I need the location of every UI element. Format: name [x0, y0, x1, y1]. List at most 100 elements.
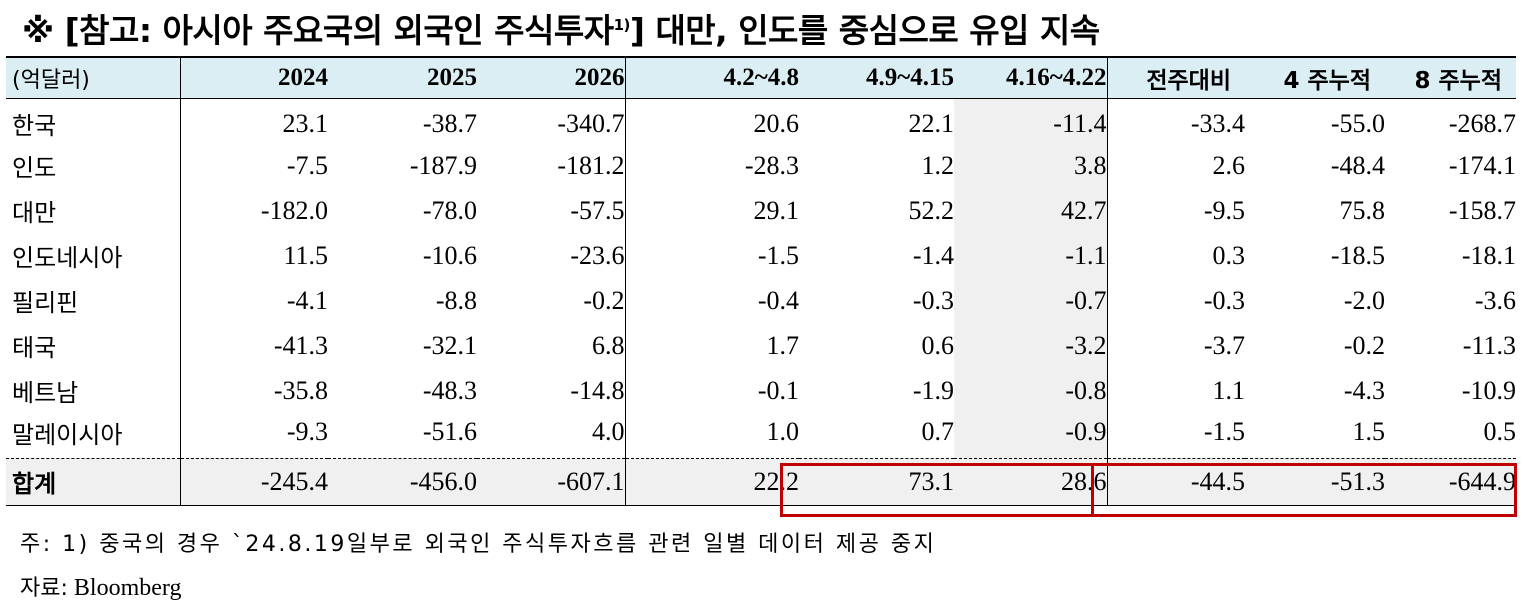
value-cell: 20.6 [753, 108, 800, 138]
table-row: 인도 -7.5 -187.9 -181.2 -28.3 1.2 3.8 2.6 -48.4 -17… [6, 143, 1516, 188]
value-cell: -0.1 [757, 375, 799, 405]
value-cell: 2.6 [1212, 150, 1246, 180]
value-cell: -18.5 [1330, 240, 1385, 270]
value-cell: 22.1 [908, 108, 955, 138]
column-header: 2025 [328, 56, 477, 99]
value-cell: -9.3 [286, 417, 328, 447]
value-cell: -57.5 [477, 188, 626, 233]
value-cell: -28.3 [744, 150, 799, 180]
value-cell: -268.7 [1448, 108, 1516, 138]
column-header: 4.9~4.15 [799, 56, 954, 99]
source-note: 자료: Bloomberg [20, 570, 181, 602]
value-cell: 42.7 [954, 188, 1108, 233]
title-suffix: ] 대만, 인도를 중심으로 유입 지속 [629, 11, 1100, 50]
value-cell: 1.0 [766, 417, 800, 447]
value-cell: -3.7 [1203, 330, 1245, 360]
column-header: 2026 [477, 56, 626, 99]
value-cell: -48.3 [422, 375, 477, 405]
value-cell: -18.1 [1461, 240, 1516, 270]
value-cell: -181.2 [477, 143, 626, 188]
value-cell: 73.1 [799, 457, 954, 506]
country-name: 베트남 [6, 368, 181, 413]
title-footnote-mark: 1) [613, 16, 631, 34]
country-name: 인도네시아 [6, 233, 181, 278]
value-cell: 1.7 [766, 330, 800, 360]
value-cell: -644.9 [1385, 457, 1516, 506]
value-cell: -35.8 [273, 375, 328, 405]
value-cell: -10.9 [1461, 375, 1516, 405]
total-row: 합계 -245.4 -456.0 -607.1 22.2 73.1 28.6 -44.5 -51… [6, 457, 1516, 506]
column-header: 8 주누적 [1385, 56, 1516, 99]
value-cell: 0.5 [1483, 417, 1517, 447]
value-cell: 0.3 [1212, 240, 1246, 270]
value-cell: -10.6 [422, 240, 477, 270]
country-name: 필리핀 [6, 278, 181, 323]
value-cell: -607.1 [477, 457, 626, 506]
value-cell: -1.4 [912, 240, 954, 270]
header-row: (억달러) 2024 2025 2026 4.2~4.8 4.9~4.15 4.… [6, 56, 1516, 99]
value-cell: -51.6 [422, 417, 477, 447]
value-cell: -245.4 [180, 457, 328, 506]
table-row: 한국 23.1 -38.7 -340.7 20.6 22.1 -11.4 -33.4 -55.0… [6, 98, 1516, 143]
value-cell: -9.5 [1203, 195, 1245, 225]
unit-label: (억달러) [6, 56, 181, 99]
value-cell: -78.0 [422, 195, 477, 225]
value-cell: 28.6 [954, 457, 1108, 506]
country-name: 태국 [6, 323, 181, 368]
table-row: 베트남 -35.8 -48.3 -14.8 -0.1 -1.9 -0.8 1.1 -4.3 -10… [6, 368, 1516, 413]
value-cell: -23.6 [477, 233, 626, 278]
value-cell: -1.5 [1203, 417, 1245, 447]
table-row: 대만 -182.0 -78.0 -57.5 29.1 52.2 42.7 -9.5 75.8 -1… [6, 188, 1516, 233]
value-cell: 22.2 [625, 457, 799, 506]
value-cell: -7.5 [286, 150, 328, 180]
column-header: 4.16~4.22 [954, 56, 1108, 99]
footnote: 주: 1) 중국의 경우 `24.8.19일부로 외국인 주식투자흐름 관련 일… [20, 532, 937, 557]
value-cell: 3.8 [954, 143, 1108, 188]
value-cell: 75.8 [1339, 195, 1386, 225]
country-name: 말레이시아 [6, 413, 181, 458]
value-cell: -33.4 [1190, 108, 1245, 138]
column-header: 4 주누적 [1245, 56, 1385, 99]
foreign-investment-table: (억달러) 2024 2025 2026 4.2~4.8 4.9~4.15 4.… [6, 56, 1516, 506]
country-name: 대만 [6, 188, 181, 233]
source-label: 자료: [20, 576, 68, 601]
value-cell: -32.1 [422, 330, 477, 360]
value-cell: -3.6 [1474, 285, 1516, 315]
value-cell: -0.2 [1343, 330, 1385, 360]
table-row: 말레이시아 -9.3 -51.6 4.0 1.0 0.7 -0.9 -1.5 1.5 0.5 [6, 413, 1516, 458]
table-body: 한국 23.1 -38.7 -340.7 20.6 22.1 -11.4 -33.4 -55.0… [6, 98, 1516, 506]
value-cell: -41.3 [273, 330, 328, 360]
column-header: 2024 [180, 56, 328, 99]
value-cell: 1.5 [1352, 417, 1386, 447]
value-cell: -11.3 [1462, 330, 1516, 360]
value-cell: -44.5 [1107, 457, 1245, 506]
value-cell: -4.3 [1343, 375, 1385, 405]
value-cell: -187.9 [409, 150, 477, 180]
value-cell: 6.8 [477, 323, 626, 368]
value-cell: -0.2 [477, 278, 626, 323]
source-value: Bloomberg [67, 575, 182, 601]
page-title: ※ [참고: 아시아 주요국의 외국인 주식투자1)] 대만, 인도를 중심으로… [22, 4, 1100, 52]
value-cell: -456.0 [328, 457, 477, 506]
value-cell: 29.1 [753, 195, 800, 225]
column-header: 전주대비 [1107, 56, 1245, 99]
value-cell: 11.5 [283, 240, 328, 270]
value-cell: -11.4 [954, 98, 1108, 143]
value-cell: -0.7 [954, 278, 1108, 323]
value-cell: -1.9 [912, 375, 954, 405]
value-cell: -1.5 [757, 240, 799, 270]
table-row: 인도네시아 11.5 -10.6 -23.6 -1.5 -1.4 -1.1 0.3 -18.5 -… [6, 233, 1516, 278]
value-cell: -0.4 [757, 285, 799, 315]
value-cell: -0.3 [1203, 285, 1245, 315]
value-cell: -3.2 [954, 323, 1108, 368]
total-label: 합계 [6, 457, 181, 506]
value-cell: -1.1 [954, 233, 1108, 278]
value-cell: -51.3 [1245, 457, 1385, 506]
value-cell: 1.2 [921, 150, 955, 180]
country-name: 한국 [6, 98, 181, 143]
value-cell: 4.0 [477, 413, 626, 458]
table-row: 필리핀 -4.1 -8.8 -0.2 -0.4 -0.3 -0.7 -0.3 -2.0 -3.6 [6, 278, 1516, 323]
value-cell: -0.9 [954, 413, 1108, 458]
value-cell: 0.7 [921, 417, 955, 447]
value-cell: -340.7 [477, 98, 626, 143]
